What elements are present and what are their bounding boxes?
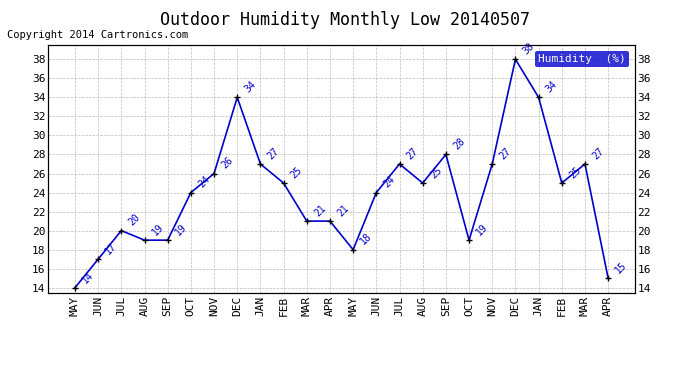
Text: Outdoor Humidity Monthly Low 20140507: Outdoor Humidity Monthly Low 20140507 [160,11,530,29]
Text: 26: 26 [219,155,235,171]
Text: 17: 17 [104,241,119,256]
Text: 21: 21 [313,203,328,218]
Text: 34: 34 [544,79,560,94]
Legend: Humidity  (%): Humidity (%) [535,51,629,67]
Text: 34: 34 [243,79,258,94]
Text: 24: 24 [382,174,397,190]
Text: 27: 27 [405,146,420,161]
Text: 18: 18 [359,231,374,247]
Text: 27: 27 [266,146,282,161]
Text: 28: 28 [451,136,467,152]
Text: 20: 20 [127,213,142,228]
Text: 25: 25 [428,165,444,180]
Text: 25: 25 [567,165,583,180]
Text: 19: 19 [150,222,166,237]
Text: Copyright 2014 Cartronics.com: Copyright 2014 Cartronics.com [7,30,188,40]
Text: 21: 21 [335,203,351,218]
Text: 15: 15 [613,260,629,276]
Text: 19: 19 [173,222,188,237]
Text: 25: 25 [289,165,304,180]
Text: 24: 24 [197,174,212,190]
Text: 27: 27 [497,146,513,161]
Text: 19: 19 [475,222,490,237]
Text: 27: 27 [591,146,606,161]
Text: 38: 38 [521,41,536,57]
Text: 14: 14 [81,270,96,285]
